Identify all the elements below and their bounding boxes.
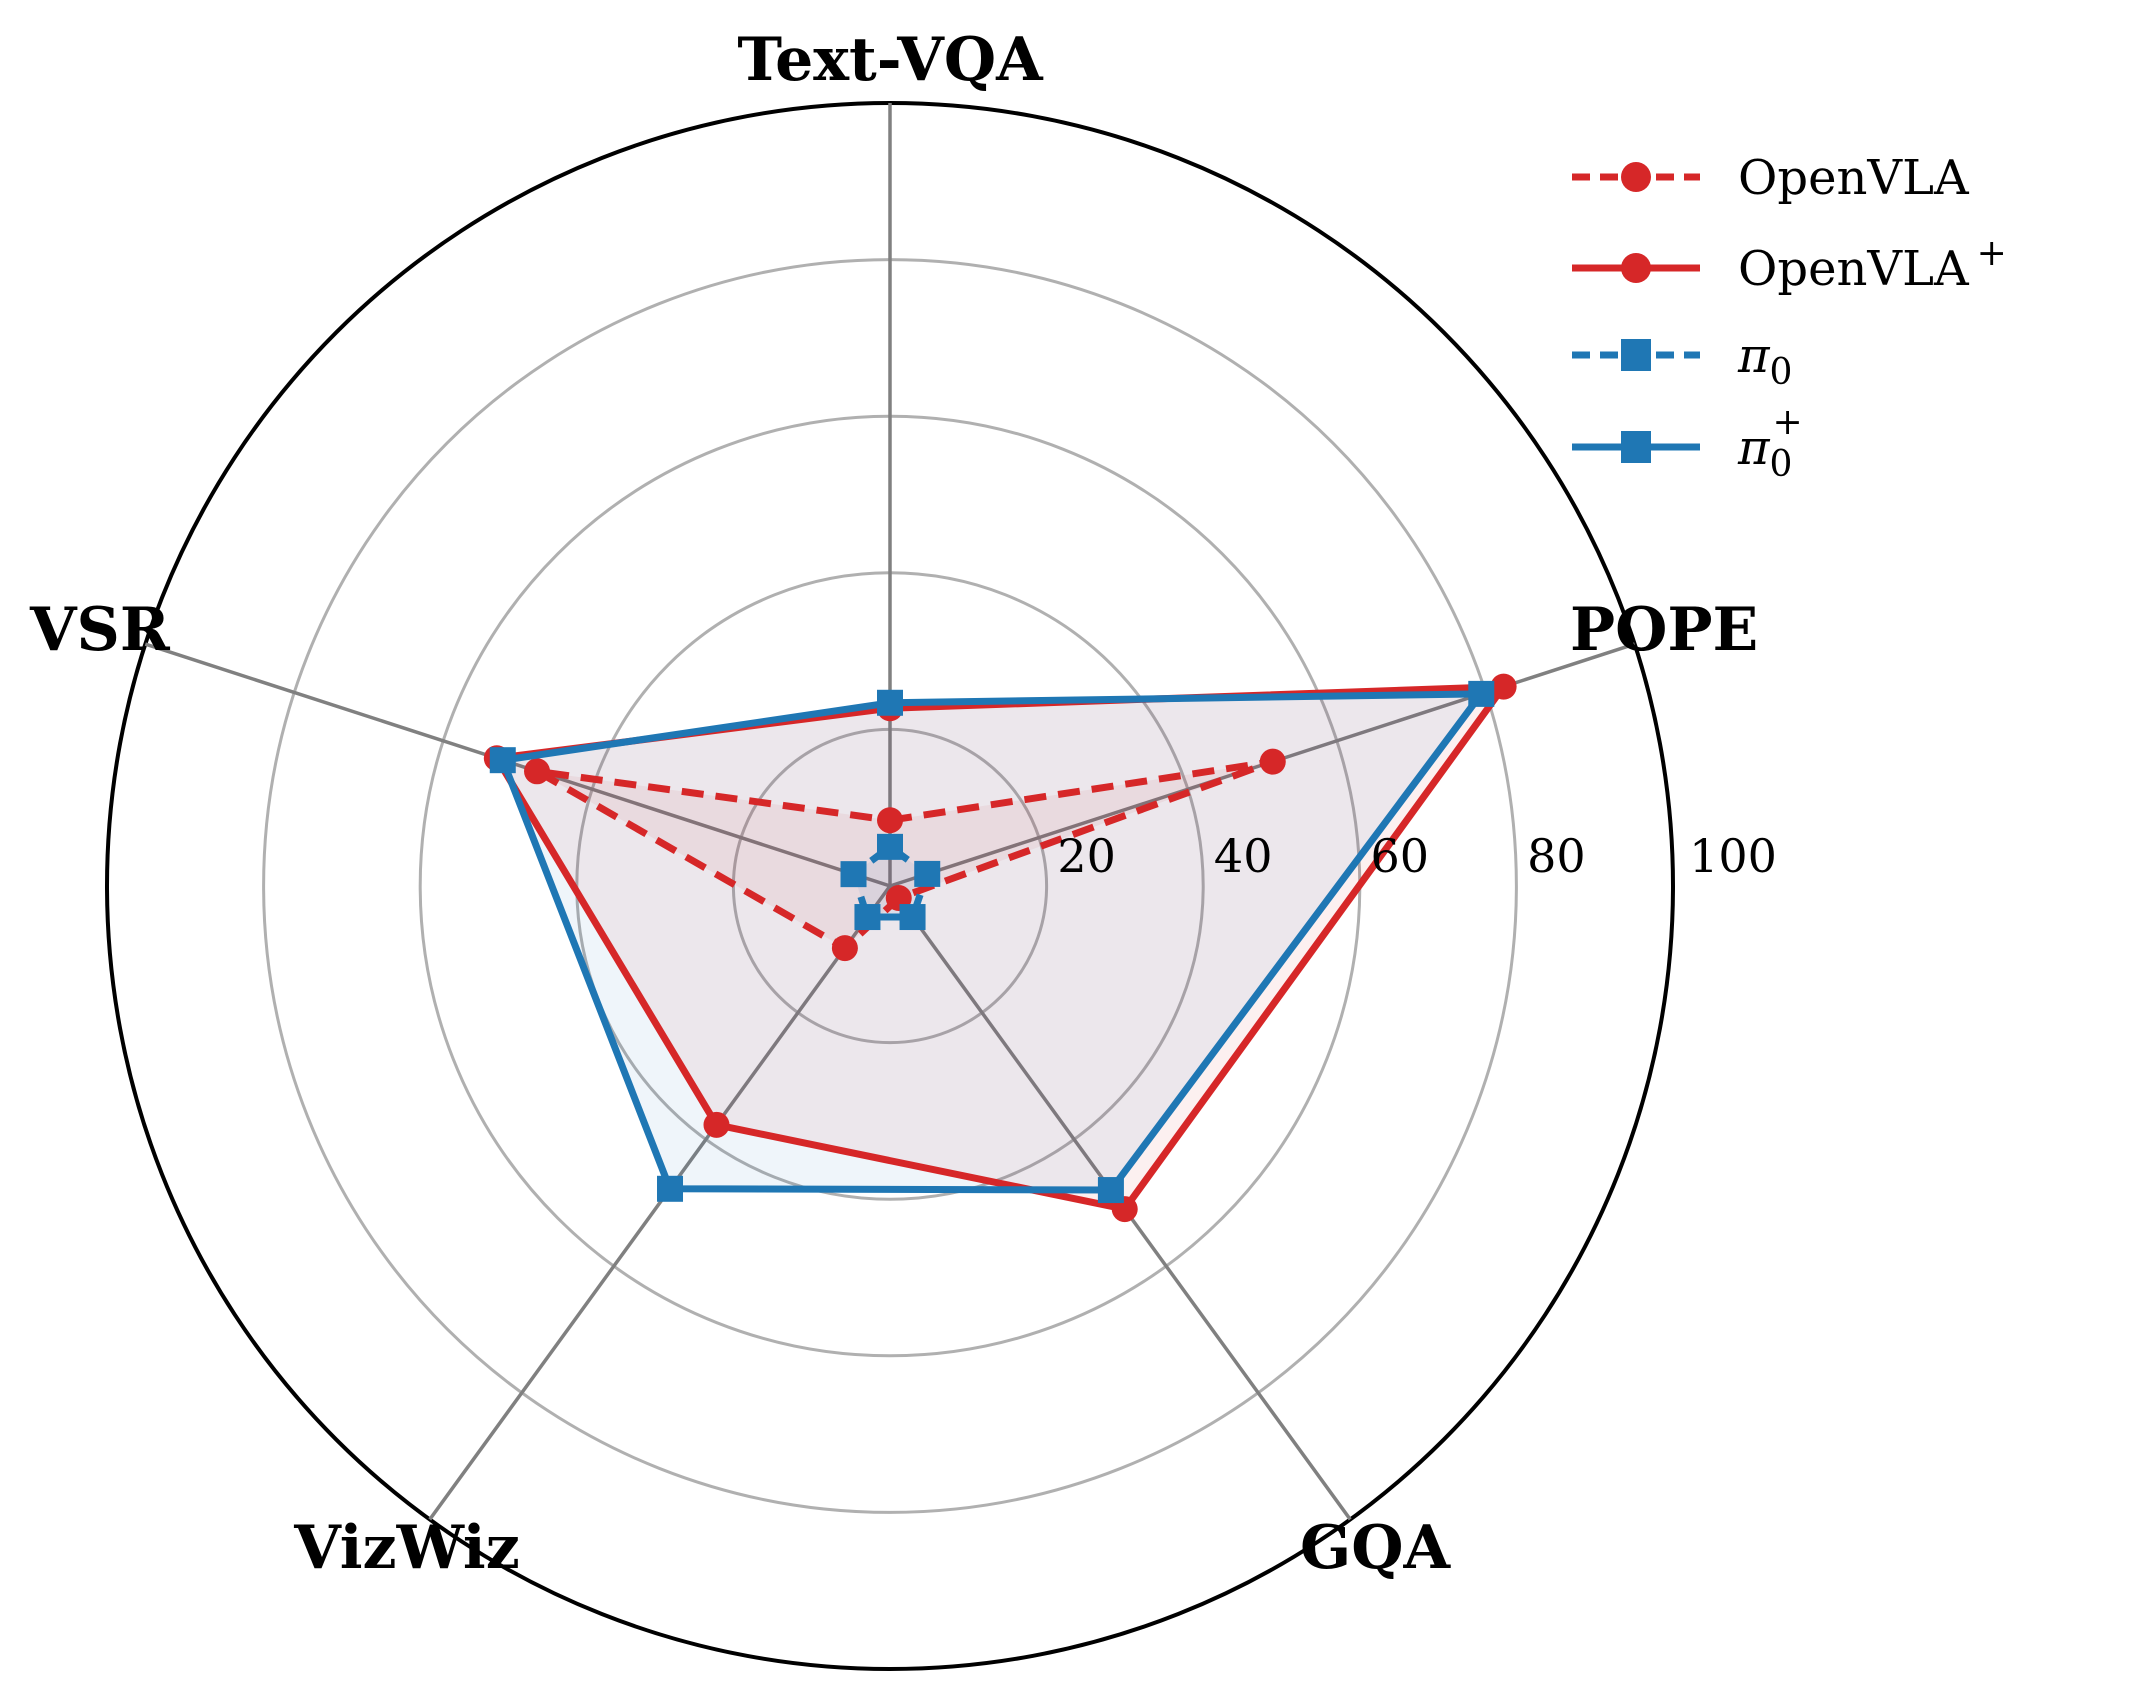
data-point-3-0 [877, 689, 903, 716]
series-fill-1 [496, 686, 1504, 1210]
tick-label-20: 20 [1057, 829, 1116, 883]
axis-label-vsr: VSR [29, 595, 171, 665]
data-point-0-3 [831, 935, 858, 962]
legend-label-3: π0+ [1737, 402, 1803, 485]
data-point-3-4 [489, 747, 516, 774]
data-point-2-3 [854, 904, 881, 931]
legend-marker-3 [1621, 431, 1651, 463]
data-point-2-4 [840, 861, 867, 888]
series-fills [496, 686, 1504, 1210]
series-line-3 [499, 690, 1485, 1194]
legend-label-0: OpenVLA [1738, 150, 1970, 206]
tick-label-80: 80 [1527, 829, 1586, 883]
legend-marker-0 [1621, 162, 1651, 192]
data-point-1-3 [703, 1111, 730, 1138]
data-point-2-0 [877, 833, 903, 860]
axis-labels: Text-VQA POPE GQA VizWiz VSR [29, 25, 1758, 1583]
axis-label-pope: POPE [1570, 595, 1758, 665]
tick-label-100: 100 [1689, 829, 1777, 883]
data-point-0-0 [877, 807, 903, 834]
radial-grid [105, 101, 1675, 1671]
axis-label-vizwiz: VizWiz [293, 1513, 520, 1583]
spoke-3 [428, 884, 892, 1521]
tick-label-60: 60 [1371, 829, 1430, 883]
data-point-3-3 [657, 1175, 684, 1202]
data-point-3-1 [1468, 680, 1495, 707]
legend-label-2: π0 [1737, 328, 1792, 393]
axis-label-text-vqa: Text-VQA [737, 25, 1044, 95]
data-point-1-1 [1490, 673, 1517, 700]
axis-label-gqa: GQA [1300, 1513, 1452, 1583]
legend-marker-2 [1621, 339, 1651, 371]
data-point-3-2 [1097, 1177, 1124, 1204]
radial-tick-labels: 20 40 60 80 100 [1057, 829, 1777, 883]
legend: OpenVLA OpenVLA + π0 π0+ [1572, 150, 2007, 485]
legend-label-1: OpenVLA + [1738, 233, 2007, 297]
data-point-2-2 [899, 904, 926, 931]
data-point-0-4 [524, 758, 551, 785]
spoke-4 [144, 642, 891, 888]
series-lines [483, 673, 1517, 1223]
legend-marker-1 [1621, 253, 1651, 283]
tick-label-40: 40 [1214, 829, 1273, 883]
data-point-2-1 [914, 860, 941, 887]
series-fill-3 [502, 693, 1482, 1191]
data-point-0-1 [1259, 748, 1286, 775]
